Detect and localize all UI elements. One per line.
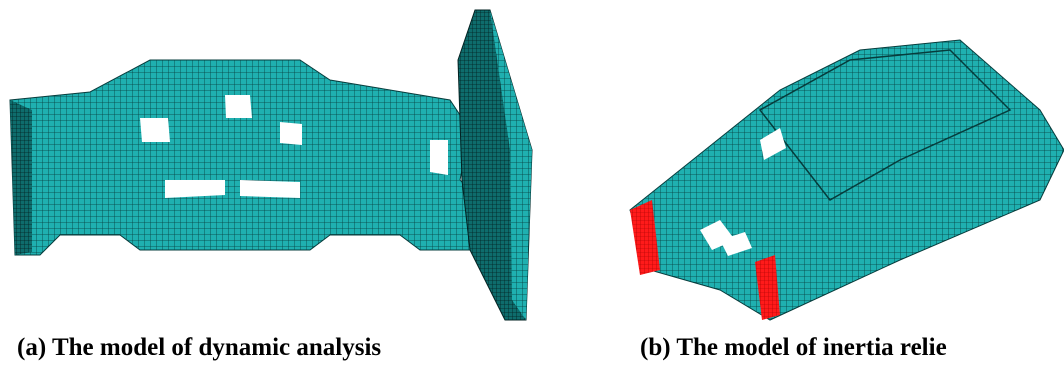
window bbox=[430, 140, 448, 175]
caption: (b) The model of inertia relie bbox=[640, 334, 947, 361]
window bbox=[280, 122, 302, 145]
side-face bbox=[10, 100, 32, 255]
body-mesh bbox=[10, 60, 480, 255]
page: {"figure": {"panels": [ {"caption": "(a)… bbox=[0, 0, 1064, 372]
model-b bbox=[630, 40, 1064, 320]
window bbox=[140, 118, 170, 142]
window bbox=[225, 95, 252, 118]
caption: (a) The model of dynamic analysis bbox=[17, 334, 381, 361]
window bbox=[240, 180, 300, 198]
window bbox=[165, 180, 225, 198]
figure: (a) The model of dynamic analysis (b) Th… bbox=[0, 0, 1064, 372]
model-a bbox=[10, 10, 532, 320]
